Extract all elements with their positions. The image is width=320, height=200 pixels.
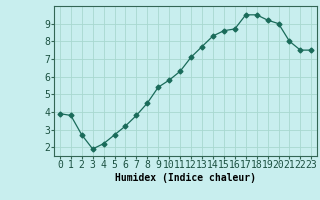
- X-axis label: Humidex (Indice chaleur): Humidex (Indice chaleur): [115, 173, 256, 183]
